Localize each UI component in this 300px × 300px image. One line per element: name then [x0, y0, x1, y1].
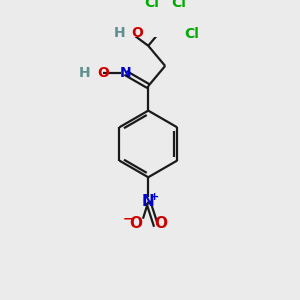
Text: O: O: [131, 26, 143, 40]
Text: O: O: [98, 66, 109, 80]
Text: H: H: [79, 66, 90, 80]
Text: O: O: [130, 216, 142, 231]
Text: N: N: [120, 66, 131, 80]
Text: H: H: [114, 26, 126, 40]
Text: N: N: [142, 194, 155, 209]
Text: +: +: [150, 191, 159, 202]
Text: Cl: Cl: [171, 0, 186, 10]
Text: Cl: Cl: [145, 0, 159, 10]
Text: −: −: [123, 212, 133, 225]
Text: O: O: [154, 216, 167, 231]
Text: Cl: Cl: [184, 27, 199, 41]
